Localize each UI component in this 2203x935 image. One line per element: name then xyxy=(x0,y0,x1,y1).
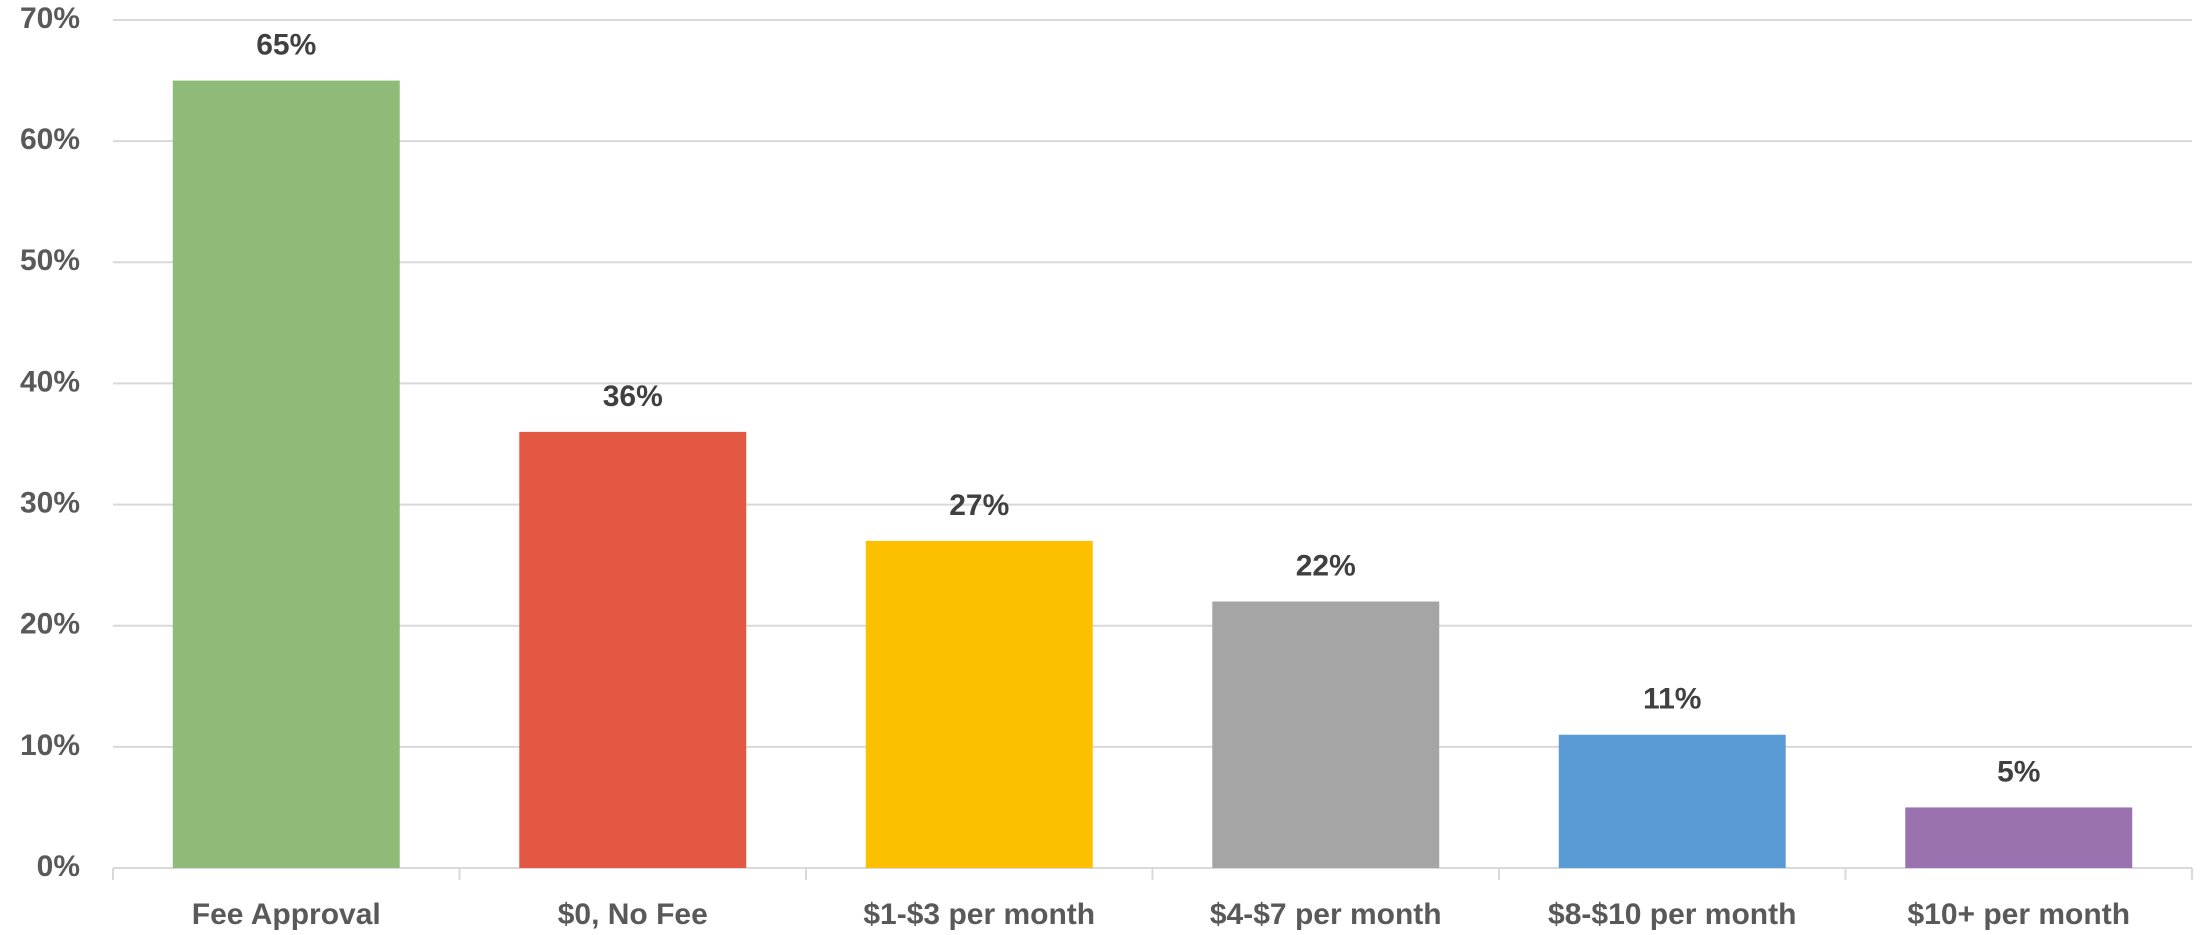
y-tick-label: 20% xyxy=(20,608,80,641)
x-tick-label: $4-$7 per month xyxy=(1210,898,1442,931)
bar xyxy=(1558,734,1786,868)
value-label: 36% xyxy=(603,380,663,413)
bar xyxy=(1905,807,2133,868)
bar xyxy=(172,80,400,869)
x-tick-label: $8-$10 per month xyxy=(1548,898,1796,931)
x-tick-label: $1-$3 per month xyxy=(863,898,1095,931)
y-tick-label: 60% xyxy=(20,123,80,156)
bar xyxy=(1212,601,1440,868)
bar xyxy=(519,431,747,868)
y-tick-label: 70% xyxy=(20,2,80,35)
x-tick-label: $10+ per month xyxy=(1907,898,2130,931)
value-label: 11% xyxy=(1643,683,1701,716)
value-label: 22% xyxy=(1296,549,1356,582)
value-label: 5% xyxy=(1997,755,2040,788)
y-tick-label: 50% xyxy=(20,244,80,277)
y-tick-label: 10% xyxy=(20,729,80,762)
y-tick-label: 30% xyxy=(20,486,80,519)
bar xyxy=(865,540,1093,868)
x-tick-label: $0, No Fee xyxy=(558,898,708,931)
y-tick-label: 0% xyxy=(37,850,80,883)
value-label: 65% xyxy=(256,28,316,61)
y-tick-label: 40% xyxy=(20,365,80,398)
value-label: 27% xyxy=(949,489,1009,522)
x-tick-label: Fee Approval xyxy=(192,898,381,931)
